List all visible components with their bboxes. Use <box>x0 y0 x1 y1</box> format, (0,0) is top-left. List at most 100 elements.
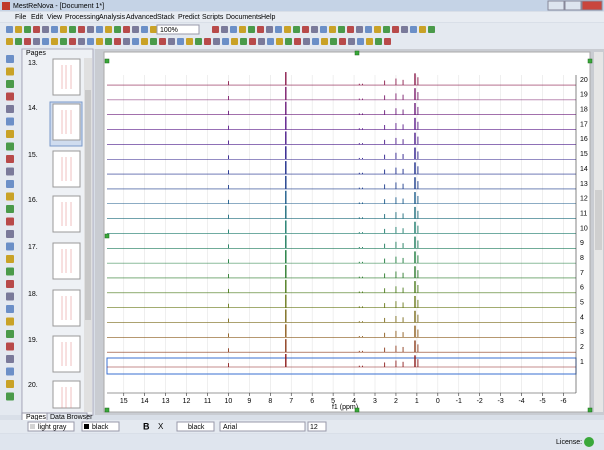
toolbar-button[interactable] <box>258 38 265 45</box>
minimize-button[interactable] <box>547 0 565 11</box>
toolbar-button[interactable] <box>15 26 22 33</box>
toolbar-button[interactable] <box>78 38 85 45</box>
toolbar-button[interactable] <box>123 38 130 45</box>
tool-button[interactable] <box>6 367 14 376</box>
toolbar-button[interactable] <box>428 26 435 33</box>
page-thumbnail[interactable] <box>52 242 81 280</box>
toolbar-button[interactable] <box>60 38 67 45</box>
toolbar-button[interactable] <box>132 38 139 45</box>
toolbar-button[interactable] <box>87 38 94 45</box>
tool-button[interactable] <box>6 230 14 238</box>
page-thumbnail[interactable] <box>52 289 81 327</box>
toolbar-button[interactable] <box>249 38 256 45</box>
resize-handle[interactable] <box>354 50 360 56</box>
bold-button[interactable]: B <box>143 421 150 431</box>
menu-item[interactable]: Help <box>261 14 276 21</box>
toolbar-button[interactable] <box>284 26 291 33</box>
toolbar-button[interactable] <box>221 26 228 33</box>
toolbar-button[interactable] <box>105 26 112 33</box>
toolbar-button[interactable] <box>419 26 426 33</box>
menu-item[interactable]: Documents <box>226 14 262 21</box>
pages-scroll-thumb[interactable] <box>85 90 91 320</box>
tool-button[interactable] <box>6 355 14 363</box>
toolbar-button[interactable] <box>410 26 417 33</box>
tool-button[interactable] <box>6 142 14 151</box>
tool-button[interactable] <box>6 292 14 301</box>
toolbar-button[interactable] <box>114 26 121 33</box>
page-number[interactable]: 19. <box>28 337 38 344</box>
toolbar-button[interactable] <box>311 26 318 33</box>
resize-handle[interactable] <box>587 407 593 413</box>
tab-label[interactable]: Pages <box>26 414 46 421</box>
font-size-combo[interactable] <box>307 421 327 432</box>
toolbar-button[interactable] <box>24 38 31 45</box>
toolbar-button[interactable] <box>141 38 148 45</box>
tool-button[interactable] <box>6 167 14 176</box>
toolbar-button[interactable] <box>401 26 408 33</box>
tool-button[interactable] <box>6 92 14 101</box>
toolbar-button[interactable] <box>293 26 300 33</box>
menu-item[interactable]: Predict <box>178 14 200 21</box>
toolbar-button[interactable] <box>231 38 238 45</box>
menu-item[interactable]: Processing <box>65 14 100 21</box>
document-scroll-thumb[interactable] <box>595 190 602 250</box>
toolbar-button[interactable] <box>302 26 309 33</box>
menu-item[interactable]: Advanced <box>126 14 157 21</box>
toolbar-button[interactable] <box>150 38 157 45</box>
toolbar-button[interactable] <box>366 38 373 45</box>
page-number[interactable]: 16. <box>28 197 38 204</box>
toolbar-button[interactable] <box>257 26 264 33</box>
font-color-combo[interactable] <box>176 421 215 432</box>
page-thumbnail[interactable] <box>52 380 81 409</box>
tool-button[interactable] <box>6 80 14 88</box>
tool-button[interactable] <box>6 280 14 288</box>
toolbar-button[interactable] <box>365 26 372 33</box>
toolbar-button[interactable] <box>248 26 255 33</box>
tool-button[interactable] <box>6 267 14 276</box>
toolbar-button[interactable] <box>240 38 247 45</box>
toolbar-button[interactable] <box>212 26 219 33</box>
menu-item[interactable]: File <box>15 14 26 21</box>
toolbar-button[interactable] <box>266 26 273 33</box>
toolbar-button[interactable] <box>294 38 301 45</box>
toolbar-button[interactable] <box>329 26 336 33</box>
resize-handle[interactable] <box>104 233 110 239</box>
tool-button[interactable] <box>6 117 14 126</box>
toolbar-button[interactable] <box>383 26 390 33</box>
tool-button[interactable] <box>6 305 14 313</box>
toolbar-button[interactable] <box>186 38 193 45</box>
maximize-button[interactable] <box>564 0 582 11</box>
page-number[interactable]: 20. <box>28 382 38 389</box>
toolbar-button[interactable] <box>15 38 22 45</box>
toolbar-button[interactable] <box>177 38 184 45</box>
toolbar-button[interactable] <box>168 38 175 45</box>
toolbar-button[interactable] <box>87 26 94 33</box>
toolbar-button[interactable] <box>275 26 282 33</box>
tool-button[interactable] <box>6 392 14 401</box>
toolbar-button[interactable] <box>338 26 345 33</box>
toolbar-button[interactable] <box>159 38 166 45</box>
page-thumbnail[interactable] <box>52 150 81 188</box>
page-number[interactable]: 13. <box>28 60 38 67</box>
toolbar-button[interactable] <box>374 26 381 33</box>
toolbar-button[interactable] <box>195 38 202 45</box>
toolbar-button[interactable] <box>114 38 121 45</box>
tool-button[interactable] <box>6 380 14 388</box>
toolbar-button[interactable] <box>347 26 354 33</box>
page-thumbnail[interactable] <box>52 335 81 373</box>
toolbar-button[interactable] <box>78 26 85 33</box>
page-number[interactable]: 17. <box>28 244 38 251</box>
toolbar-button[interactable] <box>285 38 292 45</box>
toolbar-button[interactable] <box>33 26 40 33</box>
toolbar-button[interactable] <box>348 38 355 45</box>
toolbar-button[interactable] <box>60 26 67 33</box>
tool-button[interactable] <box>6 330 14 338</box>
toolbar-button[interactable] <box>132 26 139 33</box>
line-color-combo[interactable] <box>81 421 120 432</box>
resize-handle[interactable] <box>587 58 593 64</box>
toolbar-button[interactable] <box>320 26 327 33</box>
toolbar-button[interactable] <box>141 26 148 33</box>
toolbar-button[interactable] <box>150 26 157 33</box>
menu-item[interactable]: Stack <box>157 14 175 21</box>
fill-color-combo[interactable] <box>27 421 75 432</box>
